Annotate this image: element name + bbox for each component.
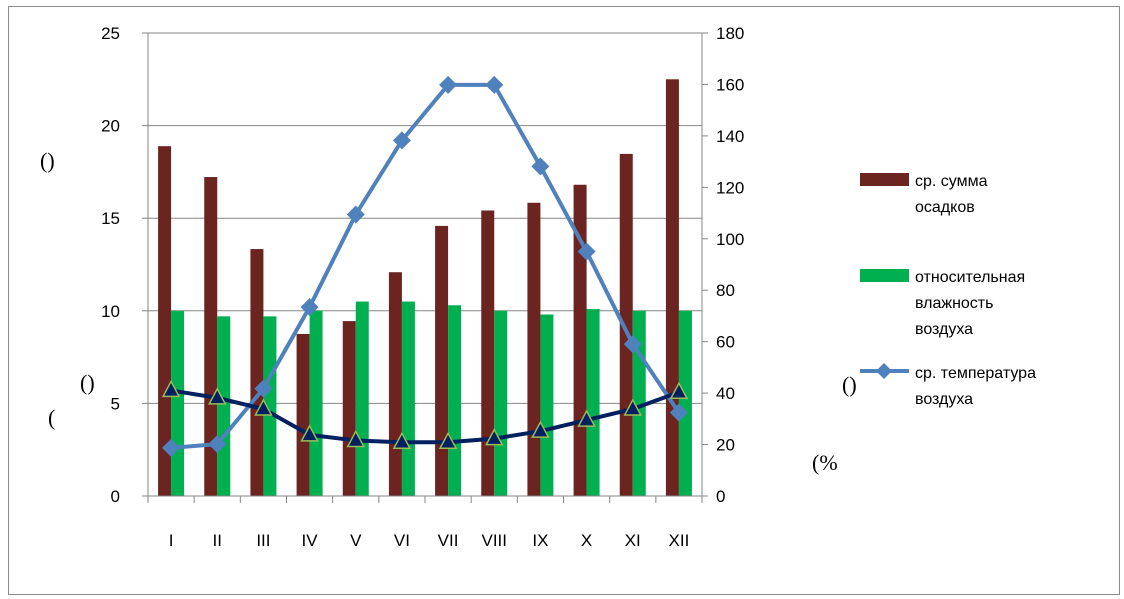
stray-glyph: () — [842, 372, 857, 397]
stray-glyph: ( — [48, 405, 55, 430]
bar-humidity — [448, 305, 462, 496]
temperature-line — [170, 82, 681, 450]
legend-label: ср. сумма — [915, 173, 988, 190]
dark-line-point — [669, 381, 689, 400]
lines — [161, 75, 689, 457]
temperature-point — [162, 438, 181, 457]
x-tick-label: XII — [669, 531, 690, 550]
stray-glyph: (% — [812, 450, 838, 475]
legend-label: осадков — [915, 199, 975, 216]
axes — [142, 32, 708, 503]
right-tick-label: 140 — [716, 127, 744, 146]
bar-humidity — [678, 310, 692, 496]
left-tick-label: 10 — [101, 302, 120, 321]
temperature-point — [669, 403, 688, 422]
dark-line — [170, 388, 680, 445]
temperature-point — [439, 75, 458, 94]
left-tick-label: 15 — [101, 209, 120, 228]
right-tick-label: 100 — [716, 230, 744, 249]
right-tick-label: 160 — [716, 75, 744, 94]
bar-humidity — [309, 310, 323, 496]
dark-line-point — [208, 387, 227, 405]
temperature-point — [300, 298, 319, 317]
right-tick-label: 180 — [716, 24, 744, 43]
bar-precipitation — [481, 210, 495, 496]
stray-glyph: () — [40, 148, 55, 173]
x-tick-label: II — [213, 531, 222, 550]
bar-precipitation — [342, 321, 356, 496]
bar-precipitation — [665, 79, 679, 497]
x-tick-label: VIII — [481, 531, 507, 550]
legend-swatch — [860, 269, 909, 282]
temperature-point — [208, 435, 227, 454]
temperature-point — [623, 335, 642, 354]
bar-humidity — [217, 316, 231, 496]
bar-humidity — [263, 316, 277, 496]
x-tick-label: V — [350, 531, 362, 550]
x-tick-label: VI — [394, 531, 410, 550]
dark-line-point — [346, 429, 365, 448]
bar-humidity — [540, 314, 554, 496]
left-tick-label: 20 — [101, 117, 120, 136]
temperature-point — [254, 379, 273, 398]
bar-humidity — [171, 310, 185, 496]
bar-humidity — [494, 310, 508, 496]
temperature-point — [531, 157, 550, 176]
left-tick-label: 5 — [111, 394, 120, 413]
x-tick-label: IV — [302, 531, 319, 550]
x-tick-label: IX — [532, 531, 548, 550]
x-tick-label: X — [581, 531, 592, 550]
dark-line-point — [485, 427, 504, 446]
x-tick-label: VII — [438, 531, 459, 550]
dark-line-point — [300, 424, 319, 442]
gridlines — [148, 32, 702, 404]
right-tick-label: 40 — [716, 384, 735, 403]
left-tick-label: 0 — [111, 487, 120, 506]
legend: ср. сумма осадков относительная влажность во… — [860, 173, 1036, 408]
x-tick-label: XI — [625, 531, 641, 550]
right-tick-label: 80 — [716, 281, 735, 300]
bar-humidity — [355, 301, 369, 496]
dark-line-point — [438, 431, 458, 450]
stray-marks: () ( () () (% — [40, 148, 857, 475]
stray-glyph: () — [80, 370, 95, 395]
legend-label: ср. температура — [915, 365, 1036, 382]
dark-line-point — [254, 398, 273, 416]
legend-label: влажность — [915, 295, 993, 312]
right-tick-label: 20 — [716, 436, 735, 455]
bar-humidity — [401, 301, 415, 496]
x-tick-label: III — [256, 531, 270, 550]
temperature-point — [346, 205, 365, 224]
dark-line-point — [623, 398, 642, 416]
temperature-point — [485, 75, 504, 94]
bar-humidity — [586, 308, 600, 496]
dark-line-point — [577, 409, 596, 427]
temperature-point — [392, 131, 411, 150]
legend-label: относительная — [915, 269, 1025, 286]
left-tick-label: 25 — [101, 24, 120, 43]
bar-precipitation — [388, 272, 402, 496]
temperature-point — [577, 242, 596, 261]
bar-precipitation — [250, 249, 264, 496]
right-tick-label: 0 — [716, 487, 725, 506]
dark-line-point — [161, 379, 181, 398]
bar-precipitation — [435, 225, 449, 496]
right-tick-label: 120 — [716, 178, 744, 197]
right-tick-label: 60 — [716, 333, 735, 352]
x-tick-label: I — [169, 531, 174, 550]
bar-precipitation — [158, 146, 172, 496]
bar-precipitation — [296, 333, 310, 496]
legend-marker — [876, 363, 892, 379]
legend-swatch — [860, 173, 909, 186]
dark-line-point — [392, 431, 412, 450]
legend-label: воздуха — [915, 391, 973, 408]
bars — [158, 79, 692, 497]
bar-precipitation — [527, 202, 541, 496]
bar-precipitation — [204, 177, 218, 497]
legend-label: воздуха — [915, 321, 973, 338]
dark-line-point — [531, 420, 550, 438]
